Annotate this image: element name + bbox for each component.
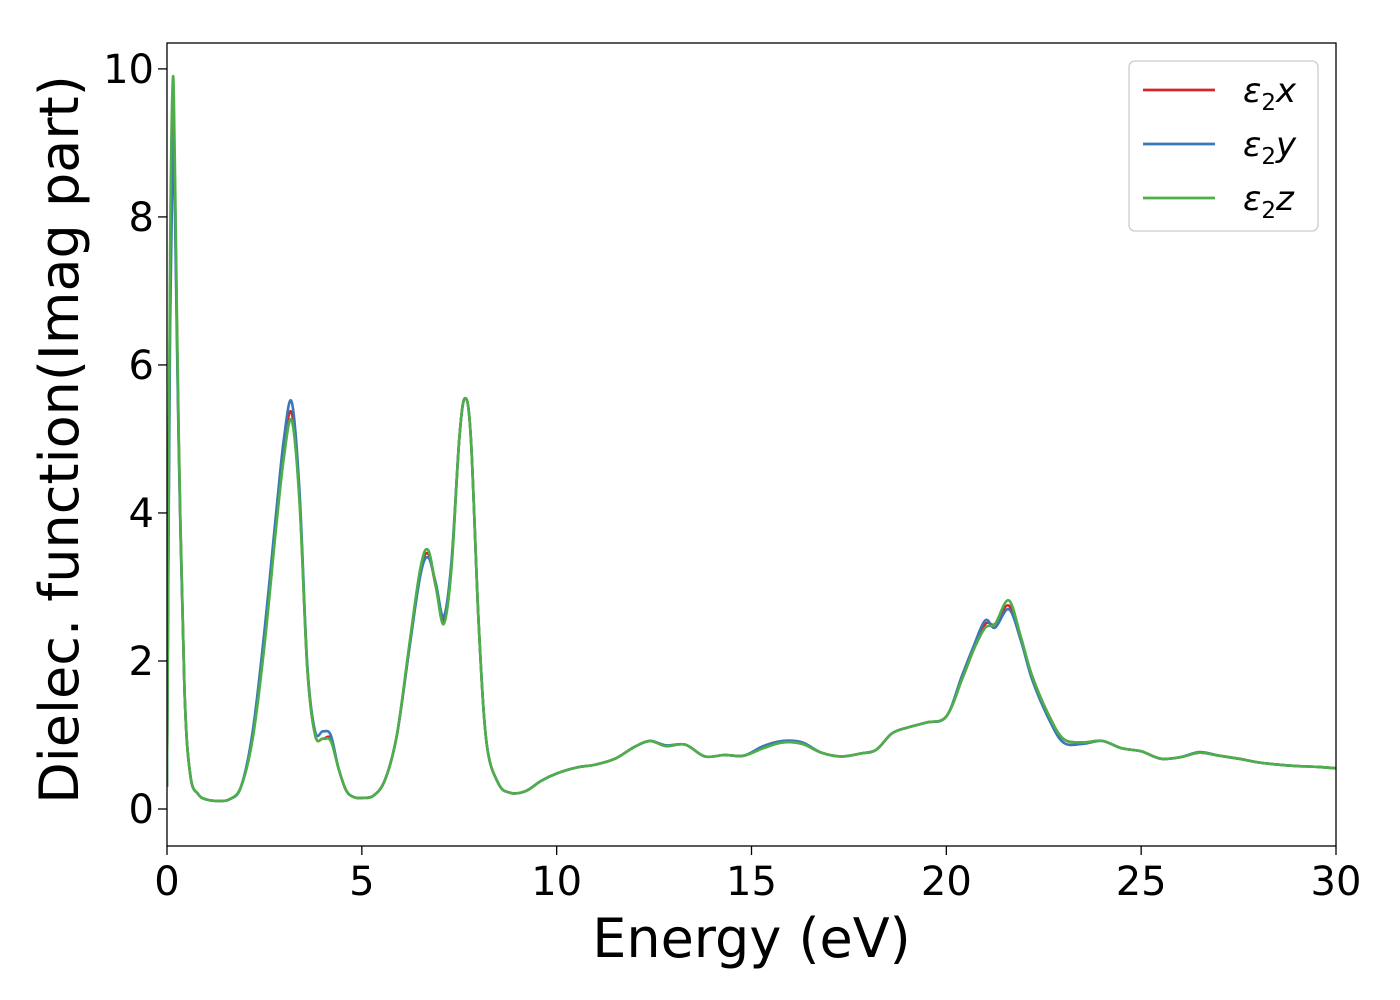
legend: ε2x ε2y ε2z bbox=[1128, 60, 1319, 232]
legend-box bbox=[1128, 60, 1319, 232]
y-tick-label: 8 bbox=[129, 195, 154, 241]
x-tick-label: 10 bbox=[531, 859, 582, 905]
y-tick-label: 2 bbox=[129, 639, 154, 685]
y-tick-label: 10 bbox=[103, 47, 154, 93]
x-axis: 0 5 10 15 20 25 30 bbox=[154, 846, 1361, 905]
legend-label-3: ε2z bbox=[1243, 179, 1295, 224]
x-tick-label: 15 bbox=[726, 859, 777, 905]
y-tick-label: 4 bbox=[129, 491, 154, 537]
x-tick-label: 0 bbox=[154, 859, 179, 905]
x-tick-label: 30 bbox=[1311, 859, 1362, 905]
x-tick-label: 5 bbox=[349, 859, 374, 905]
series-line-3 bbox=[167, 74, 1336, 803]
y-axis: 0 2 4 6 8 10 bbox=[103, 47, 167, 833]
x-tick-label: 25 bbox=[1116, 859, 1167, 905]
legend-label-2: ε2y bbox=[1243, 125, 1297, 170]
x-tick-label: 20 bbox=[921, 859, 972, 905]
x-axis-title: Energy (eV) bbox=[592, 907, 911, 970]
y-tick-label: 6 bbox=[129, 343, 154, 389]
y-tick-label: 0 bbox=[129, 787, 154, 833]
legend-label-1: ε2x bbox=[1243, 71, 1297, 116]
series-layer bbox=[167, 74, 1336, 803]
y-axis-title: Dielec. function(Imag part) bbox=[28, 75, 91, 804]
